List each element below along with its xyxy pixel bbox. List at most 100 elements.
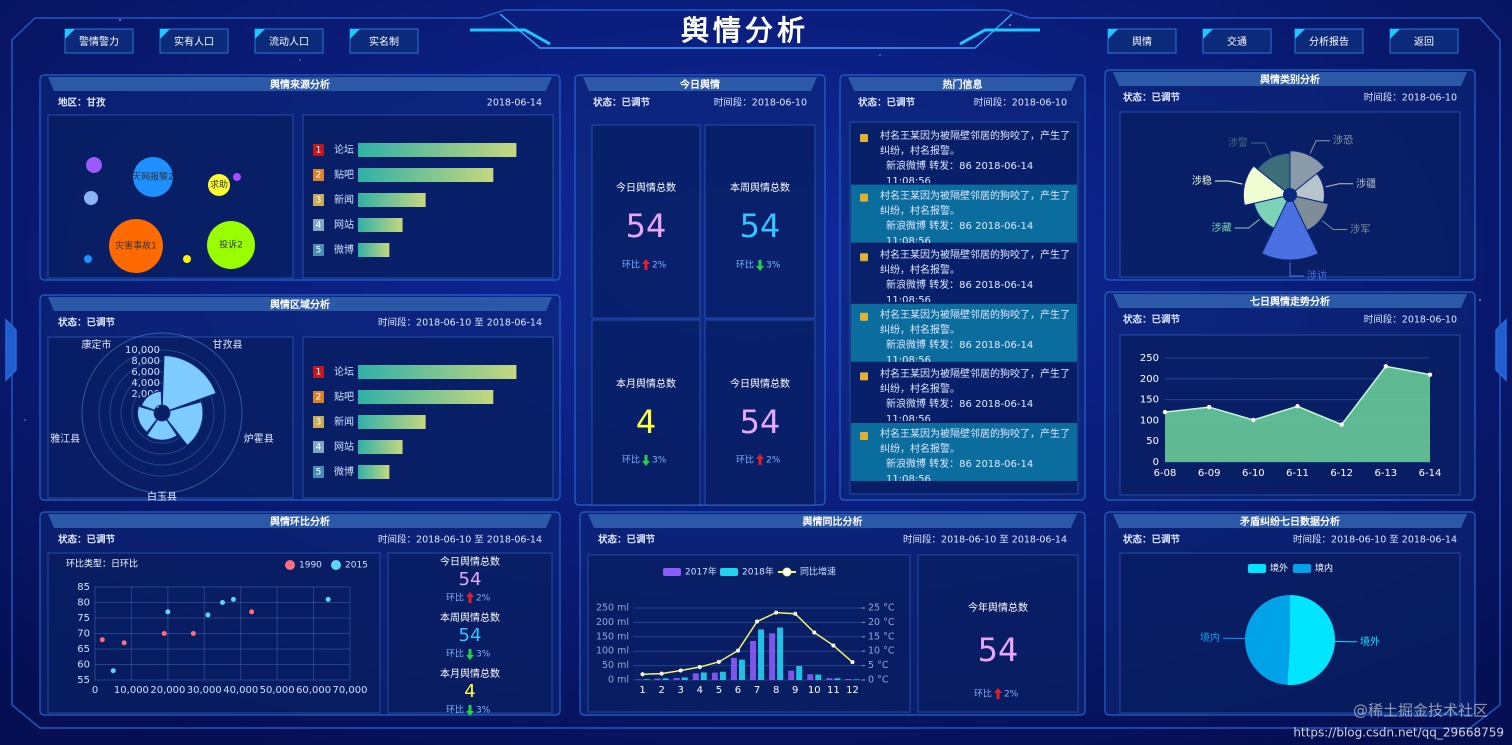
stat-label: 今年舆情总数 bbox=[968, 601, 1028, 614]
rank-badge bbox=[313, 194, 324, 206]
nav-button[interactable]: 实名制 bbox=[349, 28, 419, 54]
area-point bbox=[1251, 417, 1256, 423]
stat-value: 54 bbox=[459, 625, 482, 646]
trend-down-arrow bbox=[466, 649, 474, 660]
scatter-point bbox=[121, 640, 127, 646]
news-highlight bbox=[851, 423, 1077, 481]
rose-slice bbox=[1261, 193, 1319, 261]
nav-button[interactable]: 实有人口 bbox=[159, 28, 229, 54]
rose-label: 涉疆 bbox=[1356, 177, 1376, 190]
area-fill bbox=[1165, 366, 1430, 462]
trend-up-arrow bbox=[756, 454, 764, 465]
bubble bbox=[207, 221, 255, 269]
x-tick-label: 6-10 bbox=[1242, 468, 1265, 479]
bar bbox=[834, 678, 841, 680]
bar bbox=[853, 679, 860, 680]
panel-status: 状态：已调节 bbox=[58, 317, 116, 329]
bar bbox=[750, 640, 757, 680]
legend-marker bbox=[1293, 564, 1311, 573]
x-tick-label: 20,000 bbox=[150, 685, 185, 696]
y-tick-label: 150 bbox=[1140, 395, 1159, 406]
bar bbox=[730, 657, 737, 680]
polar-bar bbox=[166, 401, 204, 447]
x-tick-label: 12 bbox=[846, 685, 859, 696]
news-meta: 新浪微博 转发：86 2018-06-14 11:08:56 bbox=[886, 280, 1034, 303]
rank-category: 论坛 bbox=[334, 365, 354, 378]
scatter-point bbox=[99, 637, 105, 643]
inner-box bbox=[302, 114, 554, 279]
pie-label: 境外 bbox=[1360, 635, 1380, 648]
y-tick-label: 250 bbox=[1140, 353, 1159, 364]
news-icon bbox=[860, 134, 868, 142]
panel-status: 状态：已调节 bbox=[1123, 92, 1181, 104]
rank-badge bbox=[313, 466, 324, 478]
stat-ratio: 3% bbox=[766, 261, 781, 271]
chart-subtitle: 环比类型：日环比 bbox=[66, 558, 138, 570]
stat-value: 54 bbox=[740, 207, 781, 245]
polar-grid-ring bbox=[98, 349, 226, 477]
line-point bbox=[850, 660, 855, 665]
news-highlight bbox=[851, 184, 1077, 243]
stat-ratio: 3% bbox=[652, 456, 667, 466]
stat-ratio: 2% bbox=[652, 261, 667, 271]
panel-time: 时间段：2018-06-10 至 2018-06-14 bbox=[378, 534, 542, 546]
bar bbox=[654, 678, 661, 680]
rank-category: 贴吧 bbox=[334, 168, 354, 181]
line-point bbox=[735, 648, 740, 653]
rose-center bbox=[1283, 188, 1297, 202]
polar-tick-label: 10,000 bbox=[125, 345, 160, 356]
line-point bbox=[678, 668, 683, 673]
nav-button-corner bbox=[160, 29, 170, 39]
bubble bbox=[86, 157, 102, 173]
line-point bbox=[831, 643, 836, 648]
nav-button[interactable]: 流动人口 bbox=[254, 28, 324, 54]
nav-button-bg bbox=[349, 28, 419, 54]
bar bbox=[788, 670, 795, 680]
bar bbox=[681, 677, 688, 680]
x-tick-label: 6-14 bbox=[1419, 468, 1442, 479]
y-tick-label: 250 ml bbox=[596, 603, 629, 614]
panel-tab bbox=[1113, 294, 1467, 308]
nav-button[interactable]: 交通 bbox=[1202, 28, 1272, 54]
news-meta: 新浪微博 转发：86 2018-06-14 11:08:56 bbox=[886, 459, 1034, 481]
x-tick-label: 6-09 bbox=[1198, 468, 1221, 479]
x-tick-label: 60,000 bbox=[296, 685, 331, 696]
nav-button[interactable]: 返回 bbox=[1389, 28, 1459, 54]
nav-button[interactable]: 舆情 bbox=[1107, 28, 1177, 54]
legend-marker bbox=[331, 560, 341, 570]
news-icon bbox=[860, 253, 868, 262]
news-meta: 新浪微博 转发：86 2018-06-14 11:08:56 bbox=[886, 161, 1034, 183]
stat-ratio: 2% bbox=[766, 456, 781, 466]
news-text: 村名王某因为被隔壁邻居的狗咬了，产生了纠纷，村名报警。 bbox=[880, 131, 1070, 157]
inner-box bbox=[591, 319, 701, 506]
scatter-point bbox=[325, 596, 331, 602]
news-meta: 新浪微博 转发：86 2018-06-14 11:08:56 bbox=[886, 220, 1034, 243]
rose-label: 涉军 bbox=[1350, 222, 1370, 235]
stat-label: 本月舆情总数 bbox=[440, 667, 500, 680]
panel-time: 时间段：2018-06-10 bbox=[714, 97, 807, 109]
x-tick-label: 6-11 bbox=[1286, 468, 1309, 479]
panel-time: 时间段：2018-06-10 至 2018-06-14 bbox=[1293, 534, 1457, 546]
area-point bbox=[1206, 404, 1212, 410]
news-text: 村名王某因为被隔壁邻居的狗咬了，产生了纠纷，村名报警。 bbox=[880, 190, 1070, 217]
pie-label: 境内 bbox=[1200, 631, 1220, 644]
scatter-point bbox=[230, 596, 236, 602]
stat-ratio-label: 环比 bbox=[736, 259, 754, 271]
panel-tab bbox=[1113, 72, 1467, 86]
news-highlight bbox=[851, 303, 1077, 362]
polar-category-label: 甘孜县 bbox=[213, 338, 243, 351]
panel-tab bbox=[1113, 514, 1467, 528]
bar bbox=[673, 677, 680, 680]
rose-slice bbox=[1289, 150, 1326, 197]
panel-title: 热门信息 bbox=[943, 78, 983, 91]
y-tick-label: 55 bbox=[77, 675, 90, 686]
nav-button-bg bbox=[254, 28, 324, 54]
x-tick-label: 10 bbox=[808, 685, 821, 696]
area-point bbox=[1162, 409, 1168, 415]
y-tick-label: 75 bbox=[77, 613, 90, 624]
news-item: 村名王某因为被隔壁邻居的狗咬了，产生了纠纷，村名报警。新浪微博 转发：86 20… bbox=[880, 131, 1070, 183]
nav-button[interactable]: 警情警力 bbox=[64, 28, 134, 54]
news-text: 村名王某因为被隔壁邻居的狗咬了，产生了纠纷，村名报警。 bbox=[880, 309, 1070, 336]
nav-button[interactable]: 分析报告 bbox=[1294, 28, 1364, 54]
